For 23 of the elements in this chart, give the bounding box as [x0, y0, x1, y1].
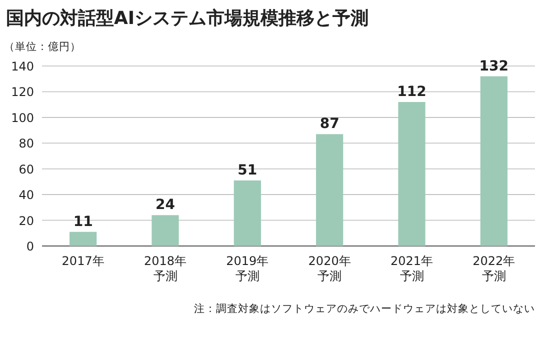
data-label: 132	[479, 58, 509, 74]
data-label: 51	[238, 162, 258, 178]
data-label: 112	[397, 84, 426, 100]
text: 注：調査対象はソフトウェアのみでハードウェアは対象としていない	[194, 302, 535, 315]
x-tick-label: 2018年予測	[144, 254, 187, 283]
x-tick-label: 2019年予測	[226, 254, 269, 283]
y-tick-label: 20	[18, 214, 34, 228]
chart-title: 国内の対話型AIシステム市場規模推移と予測	[6, 8, 369, 29]
x-tick-label: 2022年予測	[472, 254, 516, 283]
y-axis-title: （単位：億円）	[4, 40, 81, 53]
y-tick-label: 60	[18, 162, 34, 176]
y-tick-label: 40	[18, 188, 34, 202]
x-tick-label: 2017年	[62, 254, 104, 268]
data-label: 24	[156, 197, 176, 214]
y-tick-label: 0	[26, 240, 34, 254]
data-label: 87	[320, 116, 340, 132]
y-tick-label: 120	[11, 85, 34, 100]
x-tick-label: 2021年予測	[390, 254, 434, 283]
x-tick-label: 2020年予測	[308, 254, 351, 283]
data-label: 11	[73, 214, 93, 230]
y-tick-label: 140	[11, 60, 34, 74]
y-tick-label: 80	[18, 136, 34, 151]
y-tick-label: 100	[11, 110, 34, 125]
